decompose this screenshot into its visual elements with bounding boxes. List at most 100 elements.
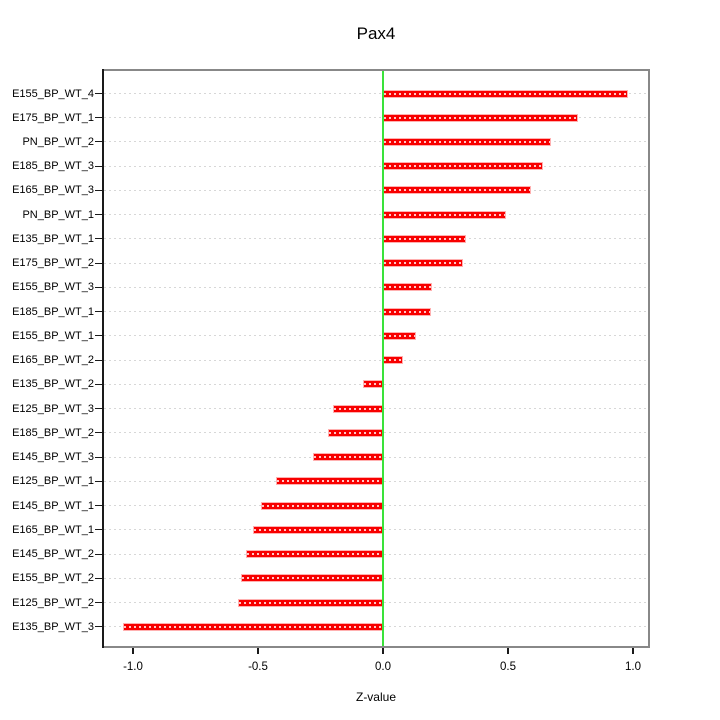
y-axis-tick — [95, 238, 102, 240]
chart-title: Pax4 — [356, 24, 396, 43]
gridline — [104, 165, 648, 167]
bar-dash-pattern — [261, 504, 382, 507]
x-axis-tick — [257, 648, 259, 654]
y-axis-tick — [95, 408, 102, 410]
bar-dash-pattern — [384, 359, 402, 362]
bar-E155_BP_WT_2 — [240, 574, 383, 583]
bar-dash-pattern — [239, 601, 382, 604]
bar-dash-pattern — [329, 431, 382, 434]
bar-dash-pattern — [314, 456, 382, 459]
y-axis-tick — [95, 626, 102, 628]
gridline — [104, 286, 648, 288]
bar-E135_BP_WT_2 — [363, 380, 383, 389]
gridline — [104, 238, 648, 240]
gridline — [104, 93, 648, 94]
bar-E125_BP_WT_3 — [333, 404, 383, 413]
y-axis-tick — [95, 505, 102, 507]
y-axis-label: E145_BP_WT_1 — [12, 499, 94, 512]
bar-dash-pattern — [384, 92, 627, 95]
y-axis-label: E135_BP_WT_1 — [12, 232, 94, 245]
bar-dash-pattern — [384, 310, 430, 313]
zero-reference-line — [382, 71, 384, 646]
y-axis-tick — [95, 335, 102, 337]
y-axis-label: E155_BP_WT_3 — [12, 281, 94, 294]
bar-E155_BP_WT_3 — [383, 283, 432, 292]
y-axis-tick — [95, 553, 102, 555]
gridline — [104, 311, 648, 313]
bar-E145_BP_WT_2 — [245, 550, 383, 559]
bar-E185_BP_WT_3 — [383, 162, 543, 171]
x-axis-tick — [507, 648, 509, 654]
y-axis-tick — [95, 480, 102, 482]
y-axis-tick — [95, 262, 102, 264]
x-axis-tick-label: 0.0 — [375, 661, 391, 673]
y-axis-label: E125_BP_WT_2 — [12, 596, 94, 609]
x-axis-tick — [132, 648, 134, 654]
y-axis-label: E135_BP_WT_3 — [12, 620, 94, 633]
bar-dash-pattern — [384, 189, 530, 192]
bar-dash-pattern — [384, 262, 462, 265]
bar-dash-pattern — [334, 407, 382, 410]
gridline — [104, 117, 648, 119]
bar-E175_BP_WT_1 — [383, 113, 578, 122]
y-axis-label: E175_BP_WT_1 — [12, 111, 94, 124]
y-axis-tick — [95, 189, 102, 191]
bar-E155_BP_WT_4 — [383, 89, 628, 98]
y-axis-label: E165_BP_WT_2 — [12, 354, 94, 367]
y-axis-tick — [95, 214, 102, 216]
bar-dash-pattern — [384, 116, 577, 119]
y-axis-label: E175_BP_WT_2 — [12, 257, 94, 270]
y-axis-line — [102, 69, 104, 648]
bar-dash-pattern — [254, 528, 382, 531]
y-axis-label: E145_BP_WT_3 — [12, 451, 94, 464]
y-axis-tick — [95, 117, 102, 119]
y-axis-label: E155_BP_WT_2 — [12, 572, 94, 585]
bar-E135_BP_WT_1 — [383, 234, 466, 243]
y-axis-label: PN_BP_WT_2 — [22, 135, 94, 148]
bar-dash-pattern — [124, 625, 382, 628]
bar-E145_BP_WT_1 — [260, 501, 383, 510]
y-axis-label: E135_BP_WT_2 — [12, 378, 94, 391]
gridline — [104, 189, 648, 191]
y-axis-tick — [95, 577, 102, 579]
bar-dash-pattern — [384, 237, 465, 240]
bar-dash-pattern — [384, 334, 415, 337]
x-axis-tick-label: 1.0 — [625, 661, 641, 673]
y-axis-label: E155_BP_WT_4 — [12, 87, 94, 100]
bar-E165_BP_WT_3 — [383, 186, 531, 195]
bar-dash-pattern — [384, 165, 542, 168]
bar-E165_BP_WT_2 — [383, 356, 403, 365]
y-axis-tick — [95, 93, 102, 94]
x-axis-tick-label: 0.5 — [500, 661, 516, 673]
y-axis-tick — [95, 432, 102, 434]
bar-E135_BP_WT_3 — [123, 622, 383, 631]
bar-dash-pattern — [384, 140, 550, 143]
y-axis-label: PN_BP_WT_1 — [22, 208, 94, 221]
bar-E175_BP_WT_2 — [383, 259, 463, 268]
y-axis-tick — [95, 456, 102, 458]
bar-dash-pattern — [246, 553, 382, 556]
y-axis-label: E185_BP_WT_2 — [12, 426, 94, 439]
gridline — [104, 262, 648, 264]
x-axis-tick-label: -1.0 — [123, 661, 143, 673]
x-axis-tick — [382, 648, 384, 654]
y-axis-tick — [95, 286, 102, 288]
gridline — [104, 359, 648, 361]
gridline — [104, 335, 648, 337]
gridline — [104, 214, 648, 216]
bar-dash-pattern — [384, 286, 431, 289]
bar-E165_BP_WT_1 — [253, 525, 383, 534]
y-axis-label: E185_BP_WT_1 — [12, 305, 94, 318]
bar-PN_BP_WT_2 — [383, 137, 551, 146]
y-axis-label: E125_BP_WT_3 — [12, 402, 94, 415]
bar-dash-pattern — [276, 480, 382, 483]
x-axis-tick-label: -0.5 — [248, 661, 268, 673]
bar-dash-pattern — [384, 213, 505, 216]
gridline — [104, 141, 648, 143]
x-axis-title: Z-value — [355, 690, 396, 704]
y-axis-tick — [95, 602, 102, 604]
y-axis-label: E165_BP_WT_3 — [12, 184, 94, 197]
bar-dash-pattern — [241, 577, 382, 580]
bar-E125_BP_WT_2 — [238, 598, 383, 607]
